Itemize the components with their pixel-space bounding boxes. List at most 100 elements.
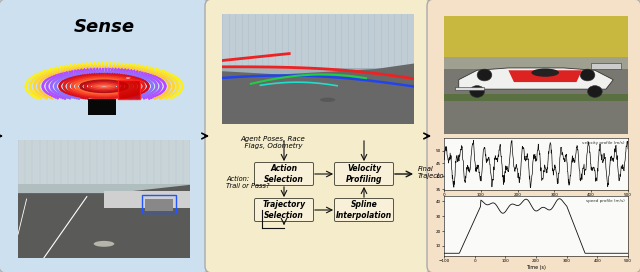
Point: [150, 76, 160, 81]
Point: [76, 95, 86, 100]
Point: [76, 92, 86, 97]
Point: [120, 94, 131, 98]
Point: [31, 89, 42, 93]
Point: [170, 78, 180, 83]
Point: [113, 84, 124, 88]
Point: [109, 84, 120, 88]
Point: [47, 94, 57, 98]
Point: [52, 77, 63, 81]
Point: [77, 91, 88, 95]
Text: Final
Trajectory: Final Trajectory: [418, 166, 451, 179]
Point: [138, 73, 148, 78]
Point: [77, 86, 87, 91]
Point: [129, 73, 140, 77]
Point: [134, 72, 144, 77]
Point: [76, 78, 86, 82]
Point: [86, 82, 96, 86]
Point: [164, 85, 175, 89]
Point: [95, 81, 105, 86]
Point: [77, 89, 88, 94]
Point: [164, 84, 175, 88]
Point: [122, 89, 132, 93]
Point: [139, 83, 149, 87]
Point: [95, 67, 106, 72]
Point: [120, 74, 131, 78]
Point: [101, 86, 111, 90]
Point: [124, 78, 134, 82]
Point: [143, 93, 153, 97]
Bar: [222, 68, 414, 75]
Point: [95, 77, 105, 82]
Point: [141, 77, 151, 81]
Point: [92, 86, 102, 91]
Point: [148, 76, 158, 80]
Point: [168, 95, 179, 99]
Point: [100, 88, 111, 93]
Point: [23, 89, 33, 94]
Point: [113, 77, 123, 81]
Point: [110, 71, 120, 76]
Point: [102, 80, 112, 84]
Point: [125, 86, 136, 90]
Point: [51, 93, 61, 97]
Point: [101, 91, 111, 95]
Point: [93, 84, 103, 88]
Point: [90, 82, 100, 87]
Point: [164, 86, 174, 91]
Point: [91, 65, 101, 69]
Point: [63, 73, 73, 77]
Point: [76, 91, 86, 95]
Point: [67, 85, 77, 89]
Point: [80, 96, 90, 100]
Point: [117, 86, 127, 90]
Point: [52, 88, 63, 92]
Point: [88, 90, 99, 95]
Point: [118, 62, 129, 66]
Point: [90, 78, 100, 82]
Point: [74, 97, 84, 101]
Point: [62, 79, 72, 84]
Point: [102, 89, 113, 94]
Point: [140, 70, 150, 75]
Point: [99, 96, 109, 100]
Point: [91, 82, 101, 86]
Point: [45, 67, 56, 72]
Point: [108, 85, 118, 90]
Point: [161, 72, 171, 76]
Point: [116, 87, 126, 91]
Point: [40, 92, 50, 97]
Point: [85, 86, 95, 90]
Point: [111, 90, 122, 94]
Point: [108, 82, 118, 87]
Point: [59, 64, 69, 69]
Point: [48, 80, 58, 84]
Point: [131, 91, 141, 95]
Point: [108, 89, 118, 94]
Point: [97, 86, 107, 90]
Point: [54, 68, 64, 73]
Point: [137, 88, 147, 92]
Point: [67, 84, 77, 88]
Point: [109, 84, 120, 89]
Point: [93, 84, 103, 88]
Point: [69, 71, 79, 75]
Point: [154, 73, 164, 78]
Point: [97, 91, 108, 95]
Point: [106, 95, 116, 99]
Point: [61, 65, 71, 70]
Point: [148, 66, 158, 70]
Point: [126, 68, 136, 72]
Point: [77, 87, 88, 91]
Point: [25, 76, 35, 81]
Point: [157, 90, 167, 94]
Point: [108, 71, 118, 76]
Point: [104, 85, 115, 89]
Point: [111, 70, 121, 75]
Point: [171, 79, 181, 84]
Point: [87, 75, 97, 80]
Point: [93, 86, 103, 91]
Point: [96, 77, 106, 82]
Point: [104, 81, 115, 86]
Point: [146, 91, 156, 96]
Point: [172, 82, 182, 86]
